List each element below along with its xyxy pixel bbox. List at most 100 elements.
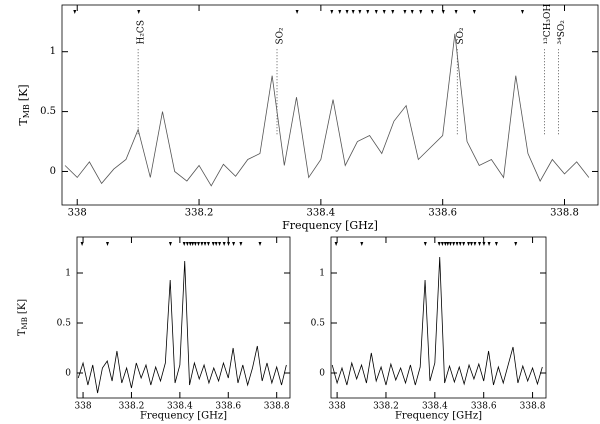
line-marker bbox=[206, 242, 210, 246]
line-marker bbox=[73, 10, 77, 14]
line-marker bbox=[514, 242, 518, 246]
line-marker bbox=[330, 10, 334, 14]
line-marker bbox=[410, 10, 414, 14]
panel: 338 338.2 338.4 338.6 338.8 0 0.5 1 Frequency [G… bbox=[311, 236, 547, 422]
line-marker bbox=[214, 242, 218, 246]
panel: 338 338.2 338.4 338.6 338.8 0 0.5 1 Frequency [G… bbox=[17, 4, 599, 232]
y-tick-label: 1 bbox=[65, 269, 71, 279]
x-tick-label: 338.2 bbox=[119, 402, 145, 412]
line-marker bbox=[441, 10, 445, 14]
x-tick-label: 338.4 bbox=[422, 402, 448, 412]
line-marker bbox=[419, 10, 423, 14]
line-marker bbox=[295, 10, 299, 14]
line-marker bbox=[391, 10, 395, 14]
spectrum bbox=[331, 256, 543, 386]
y-tick-label: 1 bbox=[319, 269, 325, 279]
x-axis-label: Frequency [GHz] bbox=[282, 219, 378, 232]
x-axis-label: Frequency [GHz] bbox=[395, 411, 482, 422]
line-marker bbox=[211, 242, 215, 246]
annotation: ¹³CH₃OH bbox=[543, 4, 553, 45]
y-label-subscript: MB bbox=[22, 104, 31, 118]
line-marker bbox=[358, 10, 362, 14]
line-marker bbox=[440, 242, 444, 246]
line-marker bbox=[366, 10, 370, 14]
line-marker bbox=[374, 10, 378, 14]
line-marker bbox=[478, 242, 482, 246]
line-marker bbox=[218, 242, 222, 246]
line-marker bbox=[185, 242, 189, 246]
line-marker bbox=[360, 242, 364, 246]
line-marker bbox=[338, 10, 342, 14]
line-marker bbox=[452, 242, 456, 246]
line-marker bbox=[423, 242, 427, 246]
line-marker bbox=[494, 242, 498, 246]
line-marker bbox=[403, 10, 407, 14]
line-marker bbox=[467, 242, 471, 246]
line-marker bbox=[458, 242, 462, 246]
line-marker bbox=[80, 242, 84, 246]
line-marker bbox=[188, 242, 192, 246]
line-marker bbox=[462, 242, 466, 246]
y-label-subscript: MB bbox=[21, 317, 29, 329]
line-marker bbox=[455, 242, 459, 246]
x-tick-label: 338.6 bbox=[215, 402, 241, 412]
line-marker bbox=[351, 10, 355, 14]
y-tick-label: 0 bbox=[319, 369, 325, 379]
x-tick-label: 338.4 bbox=[167, 402, 193, 412]
line-marker bbox=[454, 10, 458, 14]
plot-frame bbox=[330, 236, 547, 399]
y-tick-label: 1 bbox=[50, 46, 56, 57]
panel: 338 338.2 338.4 338.6 338.8 0 0.5 1 Frequency [G… bbox=[17, 236, 291, 422]
line-marker bbox=[232, 242, 236, 246]
y-tick-label: 0.5 bbox=[311, 319, 326, 329]
line-marker bbox=[345, 10, 349, 14]
y-tick-label: 0.5 bbox=[40, 106, 56, 117]
y-label-unit: [K] bbox=[17, 84, 30, 101]
x-tick-label: 338.8 bbox=[520, 402, 546, 412]
y-axis-label: TMB [K] bbox=[17, 299, 30, 336]
line-marker bbox=[430, 10, 434, 14]
line-marker bbox=[182, 242, 186, 246]
line-marker bbox=[482, 242, 486, 246]
line-marker bbox=[105, 242, 109, 246]
line-marker bbox=[137, 10, 141, 14]
line-marker bbox=[227, 242, 231, 246]
spectrum bbox=[64, 33, 590, 187]
line-marker bbox=[443, 242, 447, 246]
line-marker bbox=[437, 242, 441, 246]
x-tick-label: 338.6 bbox=[428, 208, 457, 219]
y-label-symbol: T bbox=[17, 118, 30, 126]
line-marker bbox=[487, 242, 491, 246]
line-marker bbox=[239, 242, 243, 246]
spectrum bbox=[77, 260, 287, 394]
x-tick-label: 338.8 bbox=[550, 208, 579, 219]
x-tick-label: 338 bbox=[68, 208, 87, 219]
x-tick-label: 338.6 bbox=[471, 402, 497, 412]
line-marker bbox=[473, 242, 477, 246]
plot-frame bbox=[76, 236, 291, 399]
annotation: SO₂ bbox=[276, 27, 286, 45]
y-label-symbol: T bbox=[17, 329, 28, 336]
y-tick-label: 0.5 bbox=[57, 319, 72, 329]
x-tick-label: 338.4 bbox=[307, 208, 336, 219]
y-tick-label: 0 bbox=[65, 369, 71, 379]
x-tick-label: 338.2 bbox=[373, 402, 399, 412]
line-marker bbox=[193, 242, 197, 246]
x-tick-label: 338.8 bbox=[264, 402, 290, 412]
plot-frame bbox=[61, 4, 599, 206]
line-marker bbox=[469, 242, 473, 246]
x-tick-label: 338.2 bbox=[185, 208, 214, 219]
line-marker bbox=[382, 10, 386, 14]
annotation: ³⁴SO₂ bbox=[557, 20, 567, 45]
y-tick-label: 0 bbox=[50, 166, 56, 177]
annotation: SO₂ bbox=[456, 27, 466, 45]
annotation: H₂CS bbox=[137, 20, 147, 45]
line-marker bbox=[258, 242, 262, 246]
line-marker bbox=[448, 242, 452, 246]
line-marker bbox=[334, 242, 338, 246]
line-marker bbox=[222, 242, 226, 246]
line-marker bbox=[197, 242, 201, 246]
line-marker bbox=[472, 10, 476, 14]
line-marker bbox=[200, 242, 204, 246]
